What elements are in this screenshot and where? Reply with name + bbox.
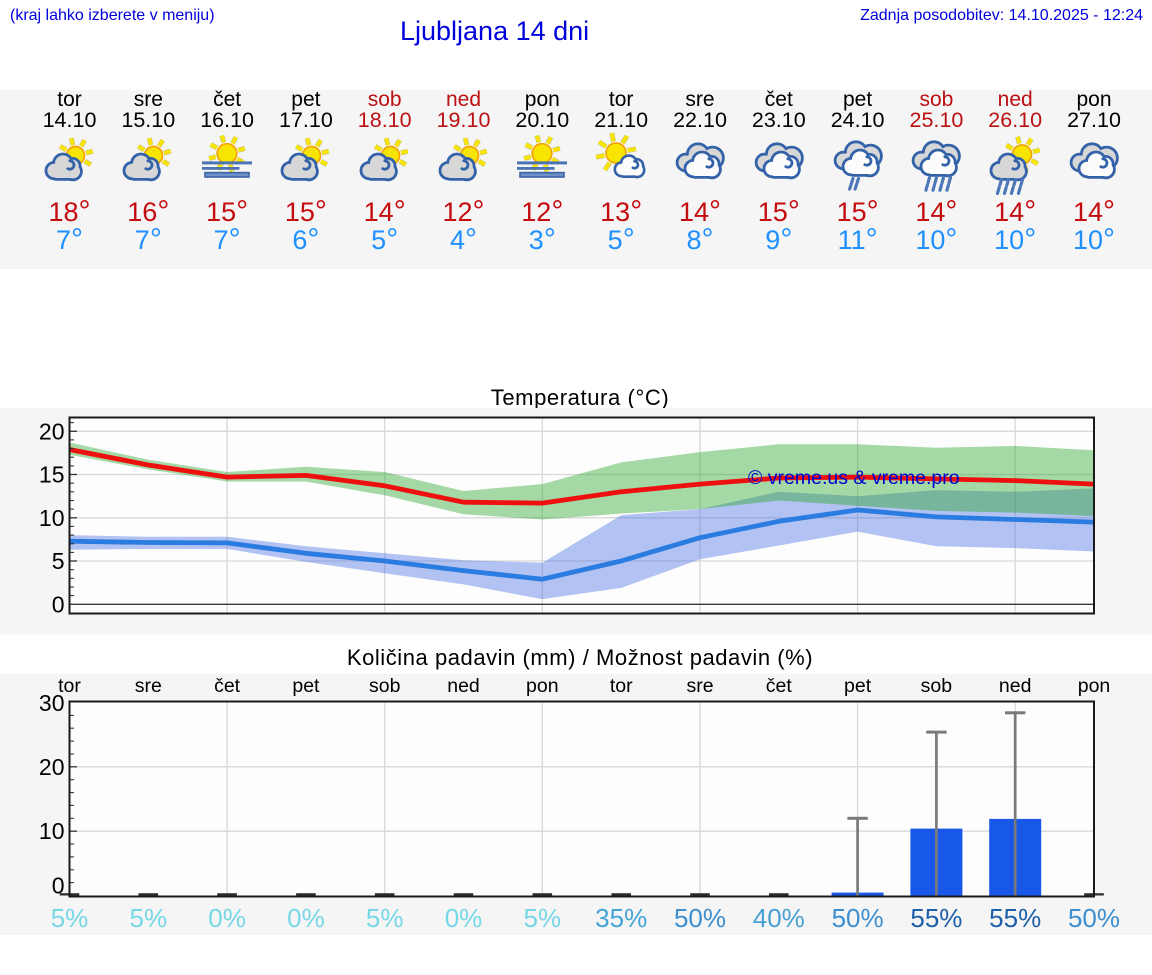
svg-text:50%: 50%: [832, 903, 884, 933]
svg-text:5: 5: [52, 548, 65, 574]
svg-text:35%: 35%: [595, 903, 647, 933]
svg-text:0%: 0%: [445, 903, 483, 933]
svg-text:5%: 5%: [51, 903, 89, 933]
svg-text:5%: 5%: [366, 903, 404, 933]
svg-text:20: 20: [39, 754, 65, 780]
svg-text:pon: pon: [1078, 675, 1111, 697]
svg-text:ned: ned: [999, 675, 1032, 697]
svg-text:tor: tor: [58, 675, 81, 697]
svg-text:30: 30: [39, 690, 65, 716]
svg-text:55%: 55%: [989, 903, 1041, 933]
svg-text:pet: pet: [844, 675, 872, 697]
svg-text:sre: sre: [135, 675, 162, 697]
svg-text:čet: čet: [766, 675, 793, 697]
svg-text:50%: 50%: [1068, 903, 1120, 933]
svg-text:© vreme.us & vreme.pro: © vreme.us & vreme.pro: [748, 467, 960, 489]
svg-text:sob: sob: [369, 675, 401, 697]
svg-text:pet: pet: [292, 675, 320, 697]
svg-text:15: 15: [39, 462, 65, 488]
svg-text:sob: sob: [921, 675, 953, 697]
svg-text:5%: 5%: [130, 903, 168, 933]
svg-text:55%: 55%: [910, 903, 962, 933]
svg-text:0%: 0%: [287, 903, 325, 933]
svg-text:0: 0: [52, 591, 65, 617]
svg-text:5%: 5%: [524, 903, 562, 933]
svg-text:ned: ned: [447, 675, 480, 697]
svg-text:50%: 50%: [674, 903, 726, 933]
svg-text:pon: pon: [526, 675, 559, 697]
svg-text:tor: tor: [610, 675, 633, 697]
svg-text:20: 20: [39, 418, 65, 444]
svg-text:0: 0: [52, 873, 65, 899]
svg-text:čet: čet: [214, 675, 241, 697]
svg-text:sre: sre: [686, 675, 713, 697]
svg-text:10: 10: [39, 505, 65, 531]
svg-text:40%: 40%: [753, 903, 805, 933]
svg-text:10: 10: [39, 818, 65, 844]
svg-text:0%: 0%: [208, 903, 246, 933]
